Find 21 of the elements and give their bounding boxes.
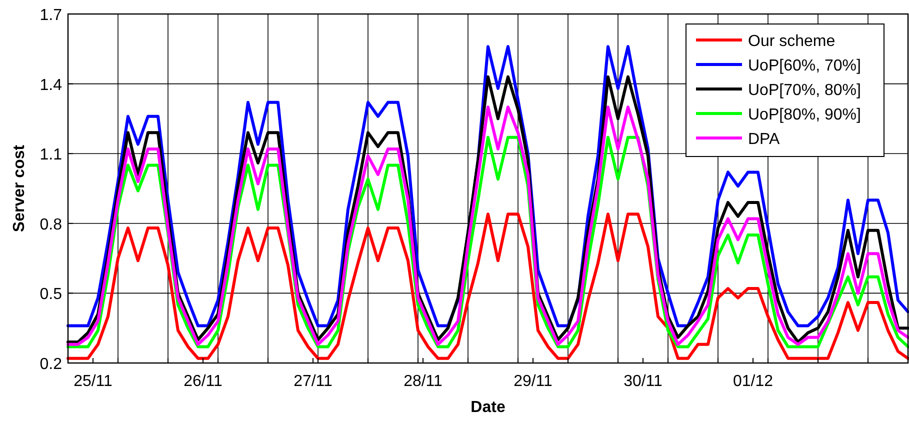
legend-label: UoP[70%, 80%]: [748, 82, 861, 99]
y-tick-label: 1.4: [40, 76, 62, 94]
x-tick-label: 25/11: [74, 373, 113, 390]
y-tick-label: 1.1: [40, 146, 62, 164]
y-tick-label: 0.5: [40, 286, 62, 304]
legend-label: UoP[80%, 90%]: [748, 106, 861, 124]
y-tick-label: 1.7: [40, 7, 62, 24]
x-tick-label: 01/12: [732, 373, 774, 390]
legend-label: UoP[60%, 70%]: [748, 58, 861, 74]
x-tick-label: 30/11: [624, 373, 663, 390]
x-tick-label: 29/11: [514, 373, 553, 390]
x-tick-label: 28/11: [404, 373, 443, 390]
x-tick-label: 27/11: [294, 373, 333, 390]
y-tick-label: 0.8: [40, 216, 62, 234]
legend-label: DPA: [748, 131, 780, 148]
line-series: [66, 212, 909, 360]
legend-label: Our scheme: [748, 33, 836, 50]
y-axis-title: Server cost: [11, 144, 28, 232]
y-tick-label: 0.2: [40, 356, 62, 373]
x-axis-title: Date: [470, 399, 506, 416]
x-tick-label: 26/11: [184, 373, 223, 390]
